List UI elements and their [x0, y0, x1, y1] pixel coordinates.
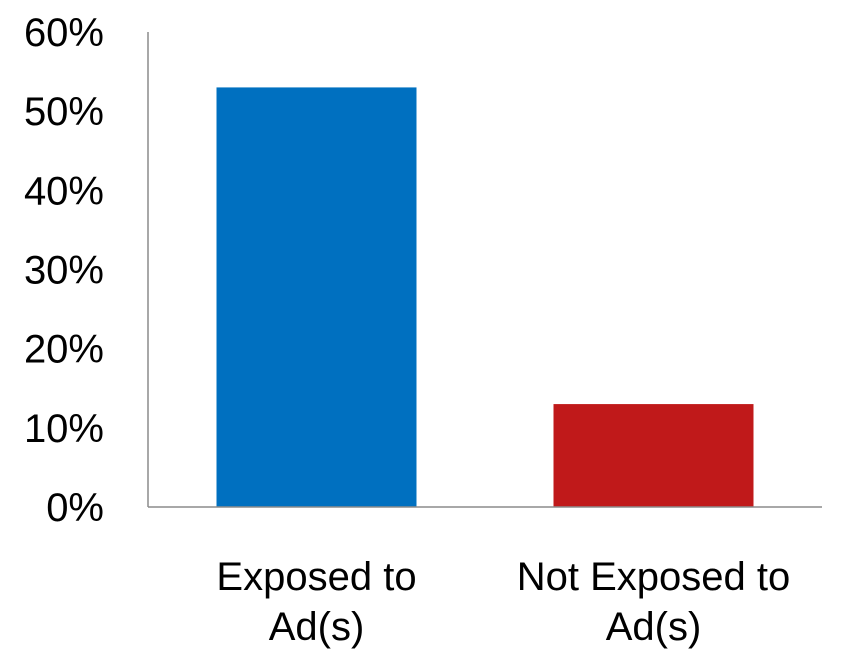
x-tick-label: Exposed to Ad(s) — [216, 555, 416, 649]
y-tick-label: 30% — [24, 249, 104, 293]
bar — [216, 87, 417, 508]
y-tick-label: 10% — [24, 407, 104, 451]
x-tick-label-line: Ad(s) — [606, 605, 702, 649]
y-axis: 0% 10% 20% 30% 40% 50% 60% — [24, 11, 149, 530]
bar — [553, 404, 754, 507]
x-tick-labels: Exposed to Ad(s) Not Exposed to Ad(s) — [216, 555, 790, 649]
y-tick-label: 20% — [24, 328, 104, 372]
x-tick-label-line: Exposed to — [216, 555, 416, 599]
y-tick-label: 60% — [24, 11, 104, 55]
x-tick-label-line: Ad(s) — [269, 605, 365, 649]
y-tick-label: 50% — [24, 90, 104, 134]
x-tick-label-line: Not Exposed to — [517, 555, 791, 599]
x-tick-label: Not Exposed to Ad(s) — [517, 555, 791, 649]
y-tick-labels: 0% 10% 20% 30% 40% 50% 60% — [24, 11, 104, 530]
bars — [216, 87, 754, 508]
y-tick-label: 0% — [46, 486, 104, 530]
y-tick-label: 40% — [24, 169, 104, 213]
